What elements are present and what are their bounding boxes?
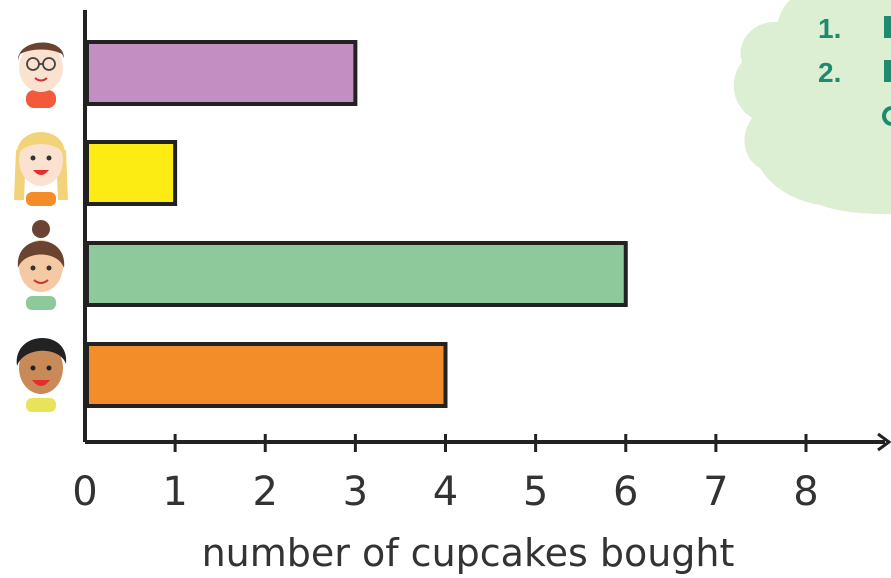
speech-cloud: 1. 2. [734,0,891,214]
cloud-item-2: 2. [818,57,841,88]
child-glasses-icon [18,42,64,108]
x-tick-label-6: 6 [613,469,638,515]
bar-child-glasses [87,42,355,104]
cloud-text-fragment-1 [884,16,891,38]
cloud-item-1: 1. [818,13,841,44]
x-tick-label-7: 7 [703,469,728,515]
x-tick-label-5: 5 [523,469,548,515]
cloud-text-fragment-2 [884,60,891,82]
x-tick-label-2: 2 [253,469,278,515]
x-ticks-group: 0 1 2 3 4 5 6 7 8 [72,434,818,515]
child-dark-hair-icon [17,338,67,412]
bar-child-blonde-plaits [87,142,175,204]
bar-child-hair-bun [87,243,626,305]
x-tick-label-0: 0 [72,469,97,515]
x-tick-label-4: 4 [433,469,458,515]
x-tick-label-1: 1 [162,469,187,515]
bar-child-dark-hair [87,344,446,406]
x-tick-label-8: 8 [793,469,818,515]
x-axis-title: number of cupcakes bought [202,531,735,575]
x-tick-label-3: 3 [343,469,368,515]
child-hair-bun-icon [18,220,64,310]
child-blonde-plaits-icon [14,132,68,206]
bars-group [87,42,626,406]
